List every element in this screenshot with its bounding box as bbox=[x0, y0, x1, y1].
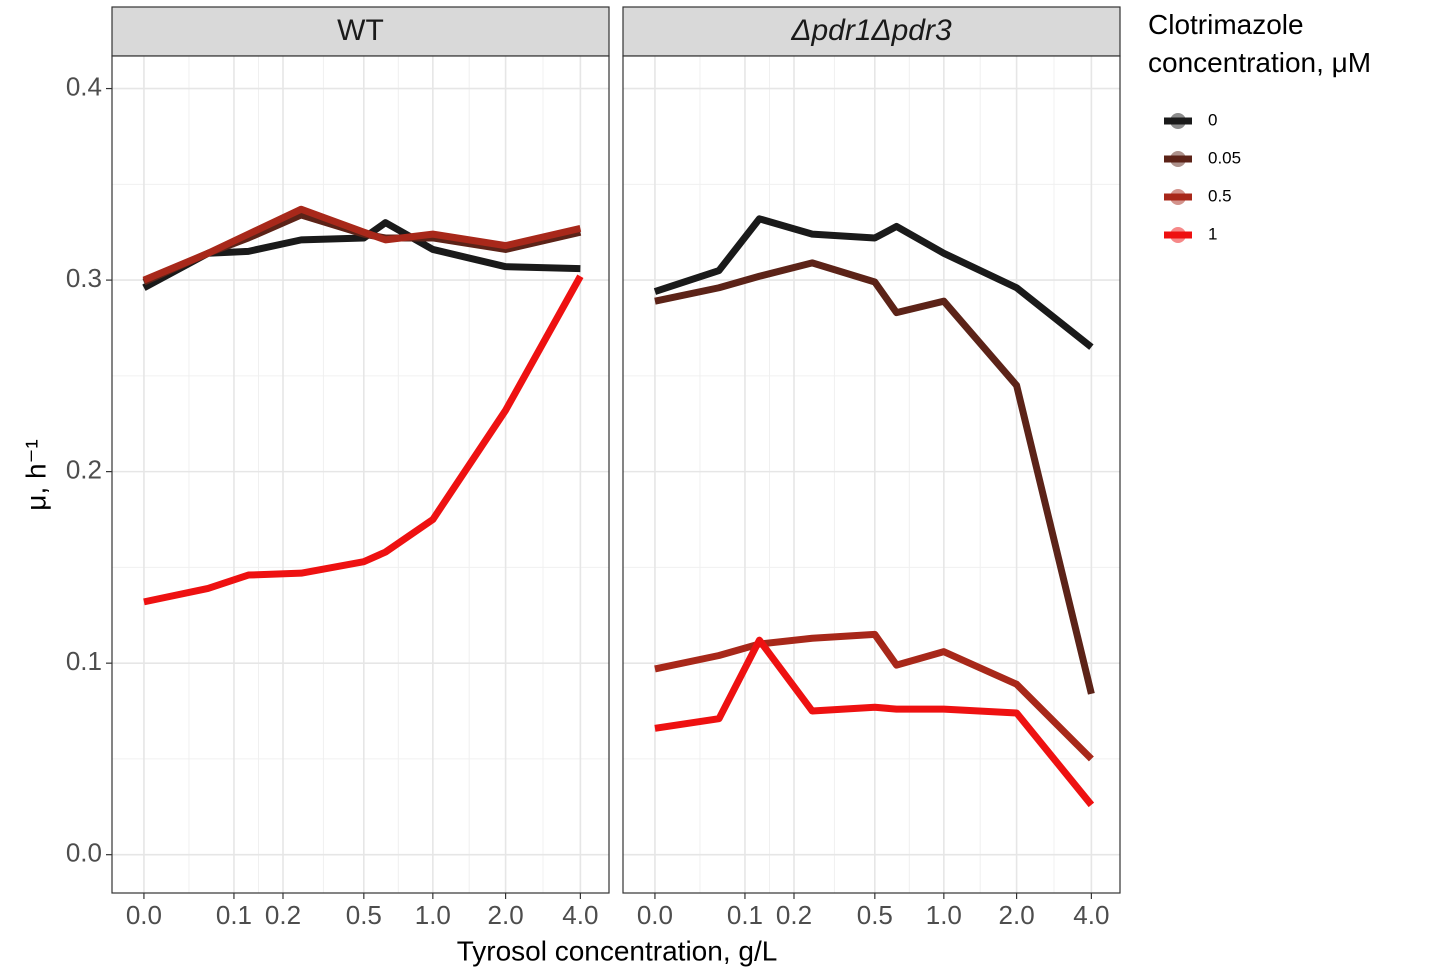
x-tick-label: 1.0 bbox=[926, 900, 962, 930]
strip bbox=[111, 6, 610, 57]
legend-key-point bbox=[1170, 189, 1186, 205]
x-tick-label: 0.0 bbox=[126, 900, 162, 930]
panel-bg bbox=[112, 56, 609, 893]
x-tick-label: 1.0 bbox=[415, 900, 451, 930]
series-line bbox=[143, 274, 584, 606]
y-tick-label: 0.1 bbox=[66, 646, 102, 676]
x-tick-label: 0.5 bbox=[346, 900, 382, 930]
panel-title: Δpdr1Δpdr3 bbox=[790, 14, 952, 47]
series-line bbox=[654, 259, 1095, 695]
x-tick-label: 0.2 bbox=[265, 900, 301, 930]
x-tick-label: 0.1 bbox=[727, 900, 763, 930]
series-line bbox=[142, 219, 581, 291]
legend-label: 0 bbox=[1208, 110, 1217, 129]
x-tick-label: 4.0 bbox=[562, 900, 598, 930]
legend-key-point bbox=[1170, 227, 1186, 243]
legend-label: 0.05 bbox=[1208, 148, 1241, 167]
x-tick-label: 4.0 bbox=[1073, 900, 1109, 930]
panel-bg bbox=[623, 56, 1120, 893]
x-tick-label: 0.2 bbox=[776, 900, 812, 930]
series-line bbox=[142, 205, 582, 284]
y-tick-label: 0.2 bbox=[66, 455, 102, 485]
y-axis-title: μ, h⁻¹ bbox=[20, 439, 51, 510]
panel-border bbox=[111, 55, 610, 894]
y-tick-label: 0.0 bbox=[66, 838, 102, 868]
x-axis-title: Tyrosol concentration, g/L bbox=[457, 935, 778, 966]
panel-title: WT bbox=[337, 14, 384, 47]
strip bbox=[622, 6, 1121, 57]
x-tick-label: 0.5 bbox=[857, 900, 893, 930]
series-line bbox=[654, 630, 1094, 762]
legend-key-point bbox=[1170, 113, 1186, 129]
legend-label: 0.5 bbox=[1208, 186, 1232, 205]
legend-key-point bbox=[1170, 151, 1186, 167]
y-tick-label: 0.4 bbox=[66, 71, 102, 101]
x-tick-label: 2.0 bbox=[488, 900, 524, 930]
series-line bbox=[653, 215, 1094, 350]
x-tick-label: 0.1 bbox=[216, 900, 252, 930]
x-tick-label: 2.0 bbox=[999, 900, 1035, 930]
legend-title: Clotrimazole concentration, μM bbox=[1148, 9, 1372, 78]
series-line bbox=[654, 636, 1095, 808]
panel-border bbox=[622, 55, 1121, 894]
y-tick-label: 0.3 bbox=[66, 263, 102, 293]
x-tick-label: 0.0 bbox=[637, 900, 673, 930]
legend-label: 1 bbox=[1208, 224, 1217, 243]
